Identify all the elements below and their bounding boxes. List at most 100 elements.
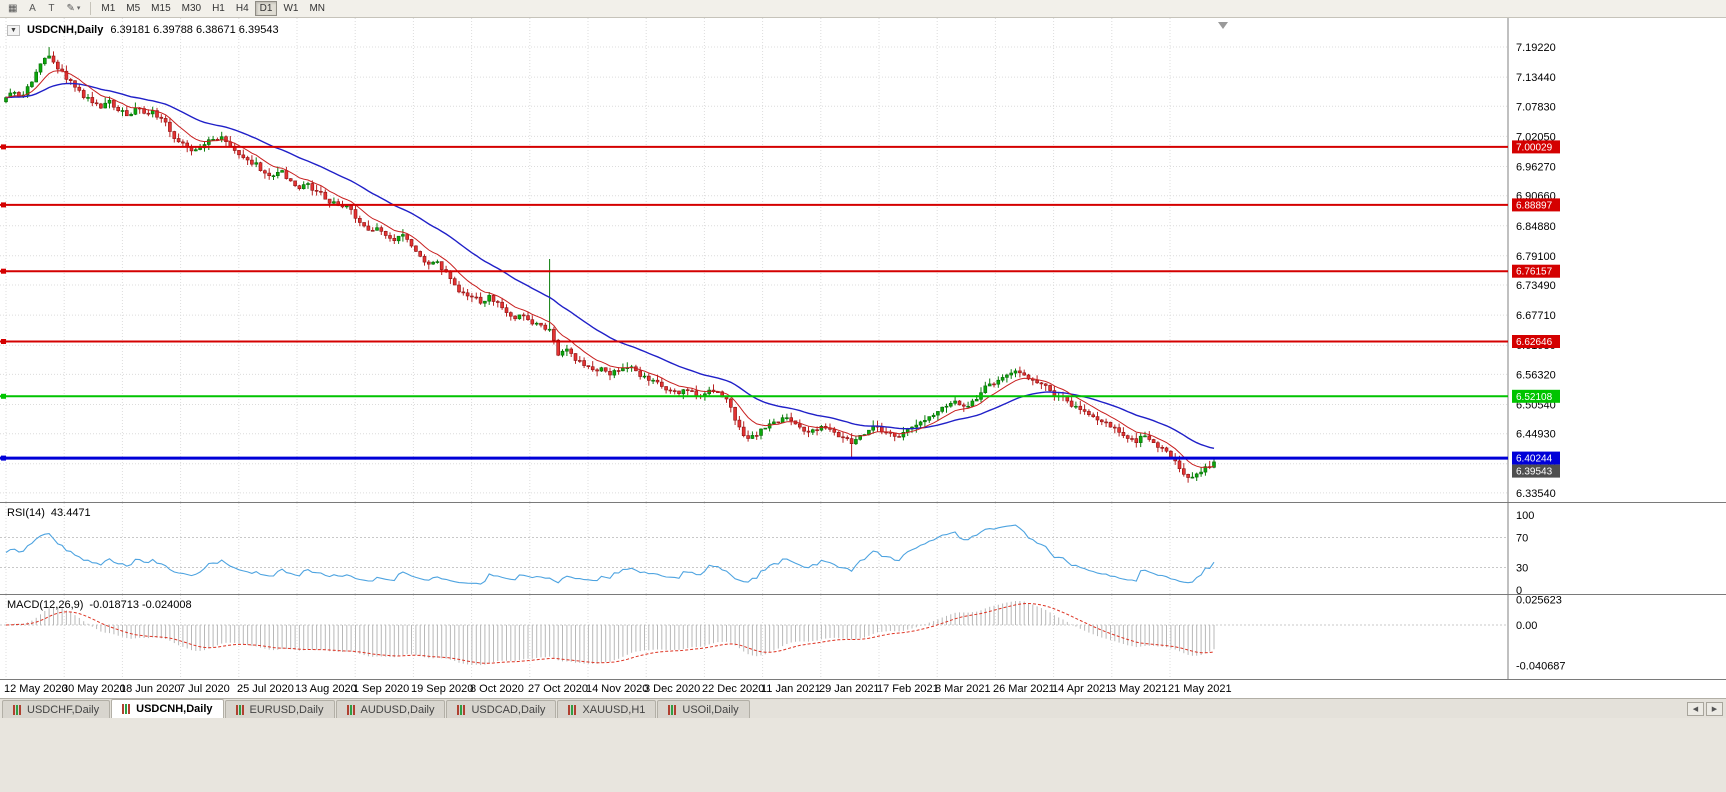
- date-label: 7 Jul 2020: [179, 683, 230, 695]
- macd-axis: 0.025623 0.00 -0.040687: [1516, 595, 1566, 673]
- tab-label: USDCAD,Daily: [471, 703, 546, 716]
- tab-scroll-right-button[interactable]: ▶: [1706, 702, 1723, 716]
- svg-text:6.62646: 6.62646: [1516, 337, 1553, 348]
- tab-scroll-left-button[interactable]: ◀: [1687, 702, 1704, 716]
- timeframe-h1-button[interactable]: H1: [207, 1, 230, 16]
- date-label: 18 Jun 2020: [120, 683, 181, 695]
- current-price-tag: 6.39543: [1512, 464, 1560, 478]
- chart-shift-marker[interactable]: [1218, 22, 1228, 29]
- macd-panel: 0.025623 0.00 -0.040687 MACD(12,26,9) -0.0…: [0, 594, 1726, 679]
- chart-symbol-label: USDCNH,Daily: [26, 24, 104, 36]
- timeframe-w1-button[interactable]: W1: [278, 1, 303, 16]
- date-label: 17 Feb 2021: [877, 683, 939, 695]
- hline-7.00029[interactable]: 7.00029: [0, 140, 1560, 154]
- svg-text:6.76157: 6.76157: [1516, 267, 1553, 278]
- date-label: 14 Apr 2021: [1052, 683, 1112, 695]
- date-label: 8 Oct 2020: [470, 683, 524, 695]
- grid: [0, 18, 1508, 502]
- rsi-canvas[interactable]: 100 70 30 0: [0, 503, 1726, 594]
- svg-text:-0.040687: -0.040687: [1516, 661, 1566, 673]
- grid: [0, 503, 1508, 594]
- chart-icon: [668, 704, 678, 715]
- hline-6.88897[interactable]: 6.88897: [0, 198, 1560, 212]
- svg-text:7.07830: 7.07830: [1516, 101, 1556, 113]
- tab-eurusd-daily[interactable]: EURUSD,Daily: [224, 700, 335, 718]
- date-label: 8 Mar 2021: [935, 683, 991, 695]
- price-chart-canvas[interactable]: 7.192207.134407.078307.020506.962706.906…: [0, 18, 1726, 502]
- tab-label: USDCNH,Daily: [136, 703, 213, 715]
- chart-area: 7.19220 7.13440 7.07830 7.02050 6.96270 6.906…: [0, 18, 1726, 698]
- text-tool-button[interactable]: A: [23, 1, 41, 16]
- price-panel: 7.19220 7.13440 7.07830 7.02050 6.96270 6.906…: [0, 18, 1726, 502]
- collapse-arrow-icon[interactable]: ▼: [7, 24, 20, 36]
- candles: [4, 47, 1216, 483]
- chart-ohlc-values: 6.39181 6.39788 6.38671 6.39543: [110, 24, 279, 36]
- date-label: 13 Aug 2020: [295, 683, 357, 695]
- hline-6.40244[interactable]: 6.40244: [0, 451, 1560, 465]
- hline-6.52108[interactable]: 6.52108: [0, 389, 1560, 403]
- timeframe-m15-button[interactable]: M15: [146, 1, 175, 16]
- hline-6.76157[interactable]: 6.76157: [0, 264, 1560, 278]
- macd-name: MACD(12,26,9): [7, 599, 84, 611]
- timeframe-m5-button[interactable]: M5: [121, 1, 145, 16]
- tab-usdcnh-daily[interactable]: USDCNH,Daily: [111, 699, 224, 718]
- svg-text:6.96270: 6.96270: [1516, 162, 1556, 174]
- date-label: 11 Jan 2021: [761, 683, 821, 695]
- chart-title: ▼ USDCNH,Daily 6.39181 6.39788 6.38671 6…: [7, 24, 279, 36]
- date-label: 30 May 2020: [62, 683, 126, 695]
- dropdown-arrow-icon: ▾: [76, 5, 81, 12]
- macd-values: -0.018713 -0.024008: [89, 599, 192, 611]
- tab-label: XAUUSD,H1: [582, 703, 646, 716]
- toolbar-separator: [90, 2, 92, 15]
- rsi-indicator-label: RSI(14) 43.4471: [7, 507, 91, 519]
- tab-usdchf-daily[interactable]: USDCHF,Daily: [2, 700, 111, 718]
- date-label: 14 Nov 2020: [586, 683, 649, 695]
- chart-icon: [122, 704, 132, 714]
- top-toolbar: ▦ A T ✎ ▾ M1 M5 M15 M30 H1 H4 D1 W1 MN: [0, 0, 1726, 18]
- hline-6.62646[interactable]: 6.62646: [0, 335, 1560, 348]
- svg-text:6.44930: 6.44930: [1516, 429, 1556, 441]
- pencil-icon: ✎: [66, 2, 75, 14]
- svg-text:7.00029: 7.00029: [1516, 142, 1553, 153]
- timeframe-m30-button[interactable]: M30: [177, 1, 206, 16]
- ma-slow-line: [5, 82, 1215, 449]
- date-label: 27 Oct 2020: [528, 683, 588, 695]
- svg-text:6.73490: 6.73490: [1516, 280, 1556, 292]
- svg-text:30: 30: [1516, 563, 1528, 575]
- tab-usdcad-daily[interactable]: USDCAD,Daily: [446, 700, 557, 718]
- rsi-line: [5, 524, 1215, 585]
- date-label: 12 May 2020: [4, 683, 68, 695]
- macd-canvas[interactable]: 0.025623 0.00 -0.040687: [0, 595, 1726, 679]
- rsi-value: 43.4471: [50, 507, 91, 519]
- svg-text:7.02050: 7.02050: [1516, 131, 1556, 143]
- footer-space: [0, 718, 1726, 792]
- svg-text:6.52108: 6.52108: [1516, 392, 1553, 403]
- svg-text:0: 0: [1516, 585, 1522, 594]
- svg-text:7.13440: 7.13440: [1516, 72, 1556, 84]
- chart-icon: [13, 704, 22, 715]
- chart-icon: [568, 704, 578, 715]
- ma-fast-line: [5, 70, 1215, 468]
- cursor-tool-button[interactable]: T: [42, 1, 60, 16]
- macd-indicator-label: MACD(12,26,9) -0.018713 -0.024008: [7, 599, 192, 611]
- date-label: 3 May 2021: [1110, 683, 1168, 695]
- timeframe-m1-button[interactable]: M1: [96, 1, 120, 16]
- svg-text:7.19220: 7.19220: [1516, 42, 1556, 54]
- draw-tool-button[interactable]: ✎ ▾: [61, 1, 85, 16]
- tab-usoil-daily[interactable]: USOil,Daily: [657, 700, 750, 718]
- tab-label: EURUSD,Daily: [249, 703, 324, 716]
- timeframe-d1-button[interactable]: D1: [254, 1, 278, 16]
- date-label: 25 Jul 2020: [237, 683, 294, 695]
- rsi-axis: 100 70 30 0: [1516, 510, 1534, 594]
- svg-text:6.39543: 6.39543: [1516, 467, 1553, 478]
- timeframe-mn-button[interactable]: MN: [304, 1, 330, 16]
- tab-label: USDCHF,Daily: [27, 703, 100, 716]
- tab-audusd-daily[interactable]: AUDUSD,Daily: [335, 700, 446, 718]
- charts-grid-icon[interactable]: ▦: [3, 1, 22, 16]
- timeframe-h4-button[interactable]: H4: [231, 1, 254, 16]
- svg-text:0.00: 0.00: [1516, 620, 1537, 632]
- tab-xauusd-h1[interactable]: XAUUSD,H1: [557, 700, 657, 718]
- svg-text:6.40244: 6.40244: [1516, 454, 1553, 465]
- date-axis[interactable]: 12 May 2020 30 May 2020 18 Jun 2020 7 Jul 2…: [0, 679, 1726, 698]
